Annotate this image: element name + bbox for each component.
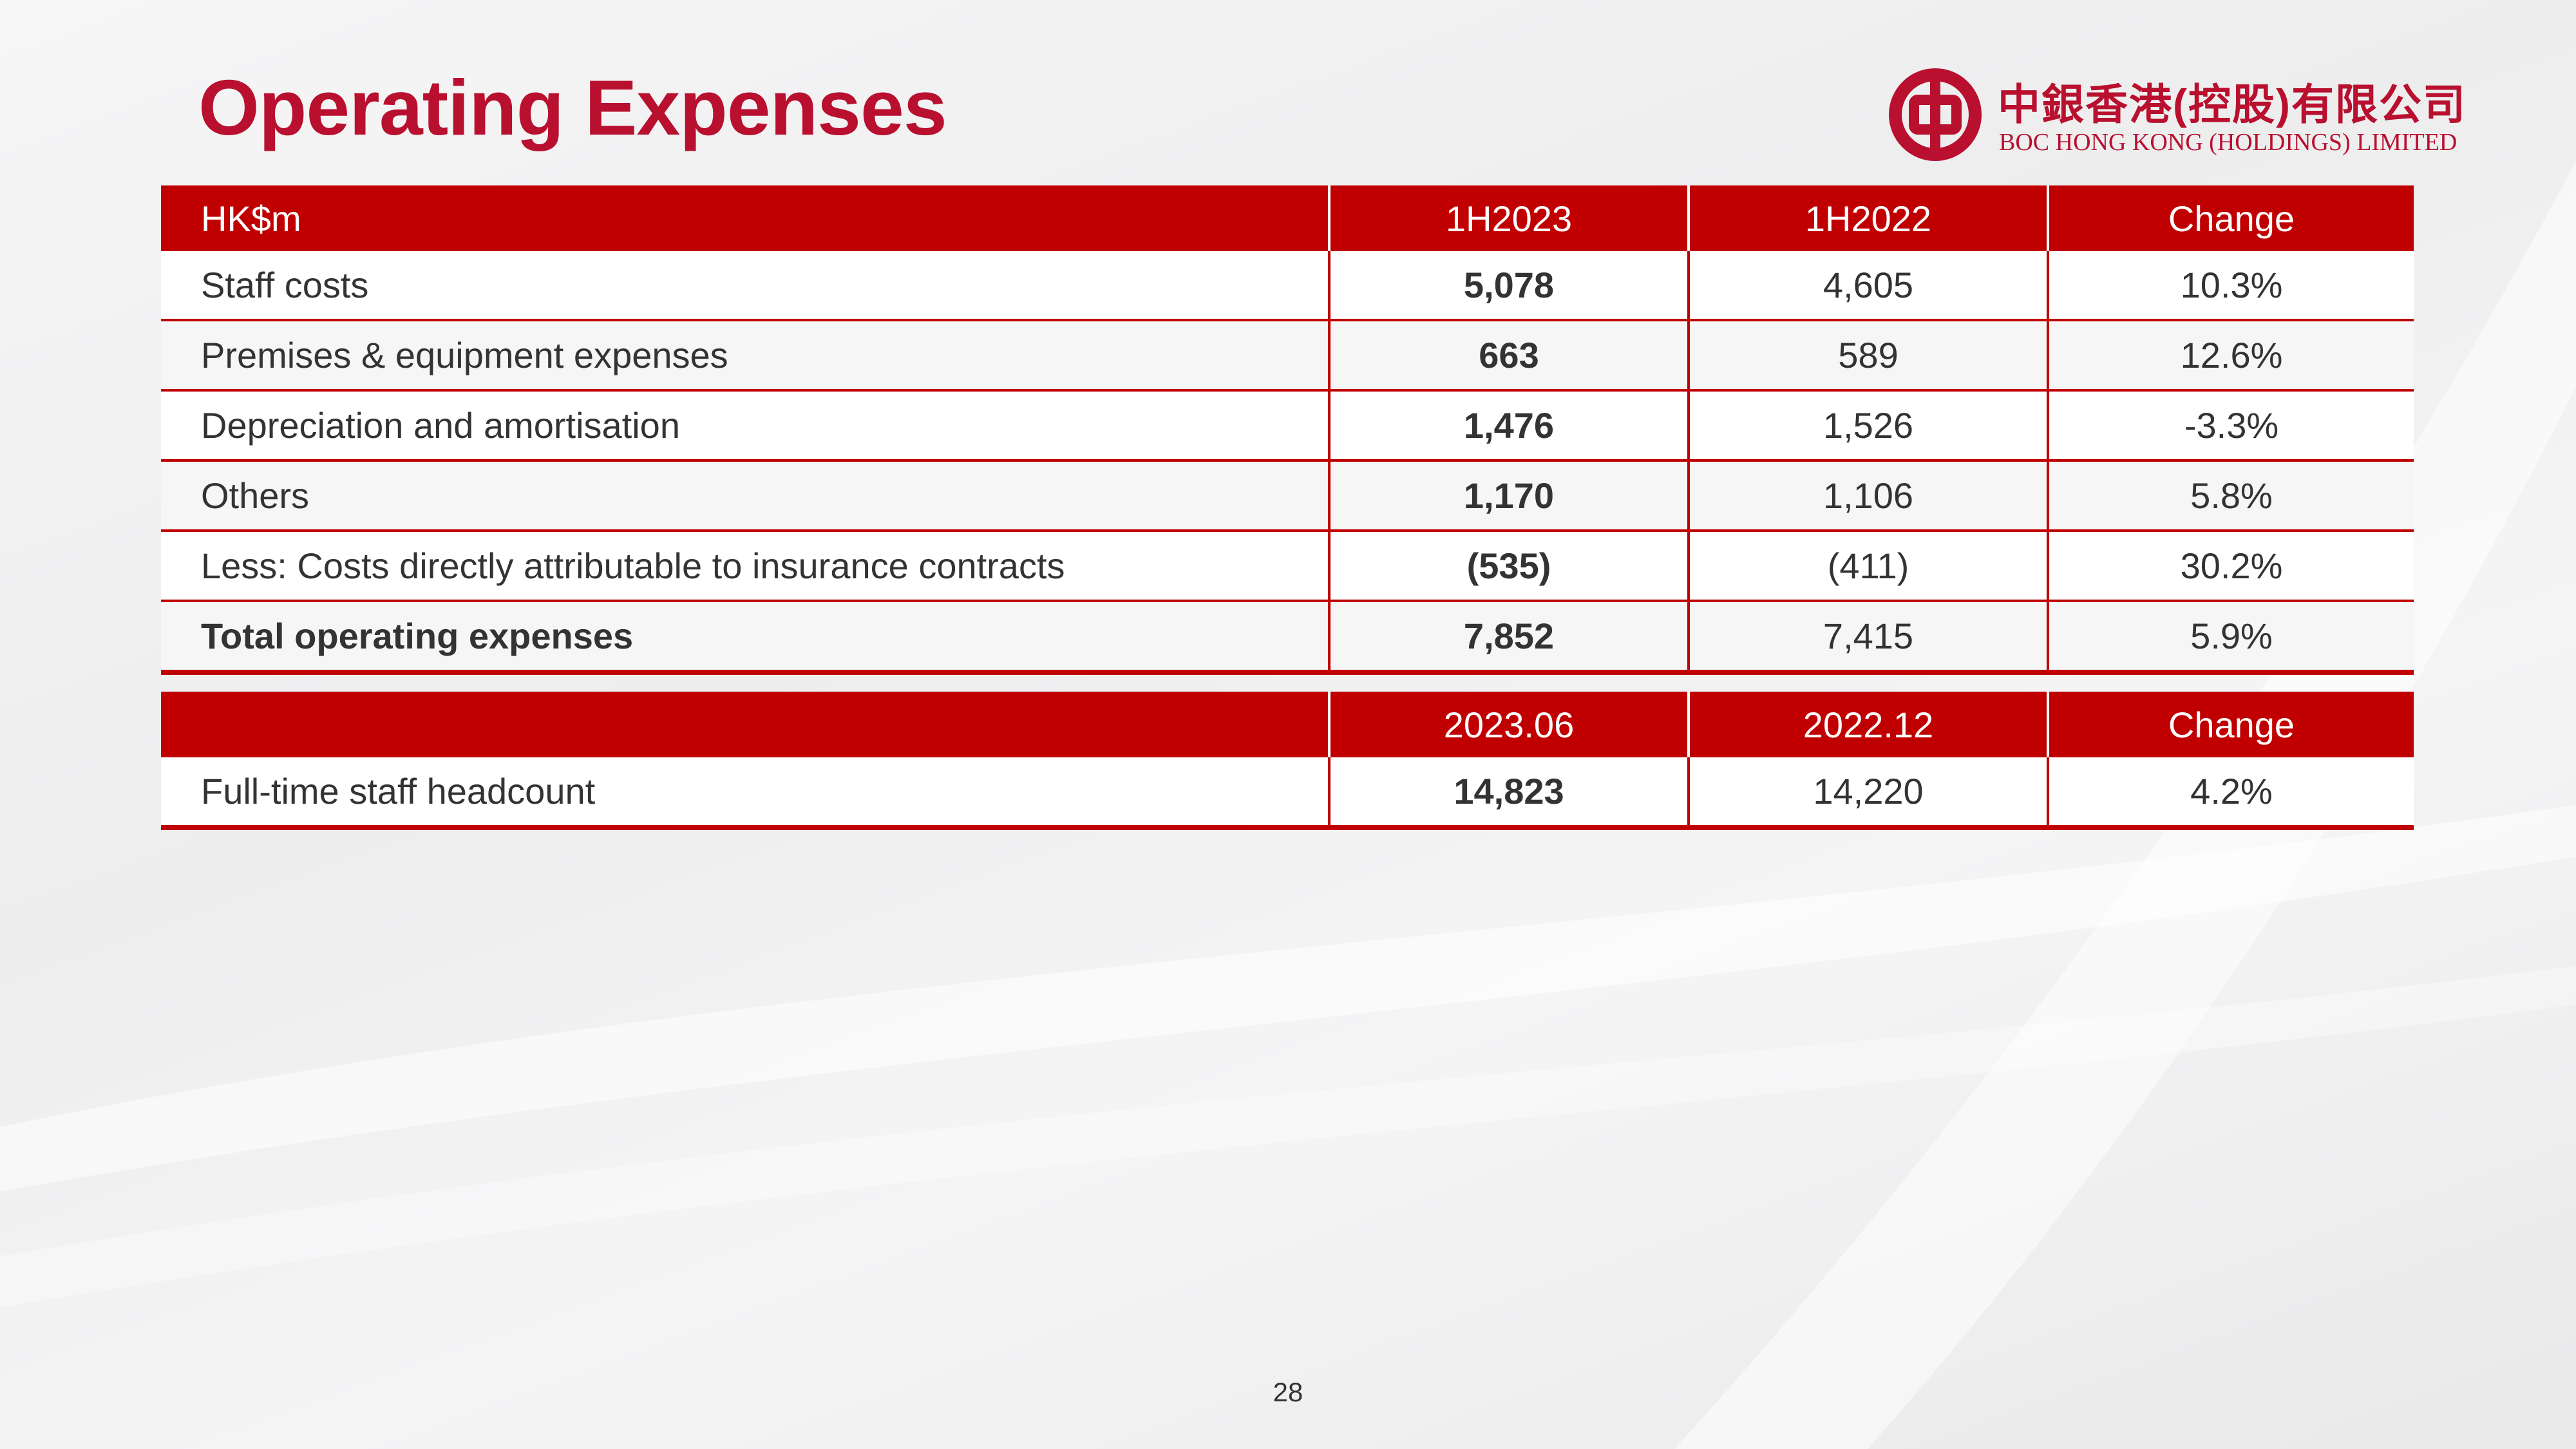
value-1h2022: 7,415 (1687, 602, 2047, 670)
value-1h2022: 1,106 (1687, 462, 2047, 529)
headcount-table: 2023.06 2022.12 Change Full-time staff h… (161, 692, 2414, 830)
boc-logo-icon (1889, 68, 1982, 161)
header-cell-currency: HK$m (201, 198, 301, 239)
table-row: Full-time staff headcount 14,823 14,220 … (161, 757, 2414, 830)
page-title: Operating Expenses (198, 64, 947, 151)
value-1h2023: 7,852 (1328, 602, 1687, 670)
table-row: Others 1,170 1,106 5.8% (161, 462, 2414, 532)
row-label: Total operating expenses (201, 616, 634, 656)
header-cell-1h2022: 1H2022 (1687, 185, 2047, 251)
value-1h2022: 589 (1687, 321, 2047, 389)
company-logo: 中銀香港(控股)有限公司 BOC HONG KONG (HOLDINGS) LI… (1887, 66, 2492, 163)
header-cell-empty (161, 692, 1328, 757)
value-1h2023: 1,170 (1328, 462, 1687, 529)
header-cell-1h2023: 1H2023 (1328, 185, 1687, 251)
table-row: Staff costs 5,078 4,605 10.3% (161, 251, 2414, 321)
table-header-row: 2023.06 2022.12 Change (161, 692, 2414, 757)
header-cell-change: Change (2047, 692, 2414, 757)
value-2023-06: 14,823 (1328, 757, 1687, 825)
value-1h2023: 1,476 (1328, 392, 1687, 459)
value-1h2022: 4,605 (1687, 251, 2047, 319)
header-cell-change: Change (2047, 185, 2414, 251)
row-label: Others (201, 475, 310, 516)
value-1h2022: (411) (1687, 532, 2047, 600)
value-2022-12: 14,220 (1687, 757, 2047, 825)
row-label: Depreciation and amortisation (201, 405, 680, 446)
value-change: 5.8% (2047, 462, 2414, 529)
page-number: 28 (1273, 1377, 1303, 1407)
logo-chinese-name: 中銀香港(控股)有限公司 (1998, 80, 2467, 128)
logo-english-name: BOC HONG KONG (HOLDINGS) LIMITED (1999, 129, 2458, 156)
value-change: 5.9% (2047, 602, 2414, 670)
row-label: Less: Costs directly attributable to ins… (201, 545, 1065, 586)
row-label: Staff costs (201, 265, 369, 305)
value-1h2023: (535) (1328, 532, 1687, 600)
table-header-row: HK$m 1H2023 1H2022 Change (161, 185, 2414, 251)
header-cell-2022-12: 2022.12 (1687, 692, 2047, 757)
value-1h2023: 5,078 (1328, 251, 1687, 319)
table-row-total: Total operating expenses 7,852 7,415 5.9… (161, 602, 2414, 675)
table-row: Premises & equipment expenses 663 589 12… (161, 321, 2414, 392)
operating-expenses-table: HK$m 1H2023 1H2022 Change Staff costs 5,… (161, 185, 2414, 675)
value-change: -3.3% (2047, 392, 2414, 459)
table-row: Depreciation and amortisation 1,476 1,52… (161, 392, 2414, 462)
value-1h2022: 1,526 (1687, 392, 2047, 459)
value-change: 30.2% (2047, 532, 2414, 600)
value-change: 10.3% (2047, 251, 2414, 319)
table-row: Less: Costs directly attributable to ins… (161, 532, 2414, 602)
value-change: 4.2% (2047, 757, 2414, 825)
row-label: Premises & equipment expenses (201, 335, 728, 375)
value-change: 12.6% (2047, 321, 2414, 389)
value-1h2023: 663 (1328, 321, 1687, 389)
row-label: Full-time staff headcount (201, 771, 596, 811)
header-cell-2023-06: 2023.06 (1328, 692, 1687, 757)
